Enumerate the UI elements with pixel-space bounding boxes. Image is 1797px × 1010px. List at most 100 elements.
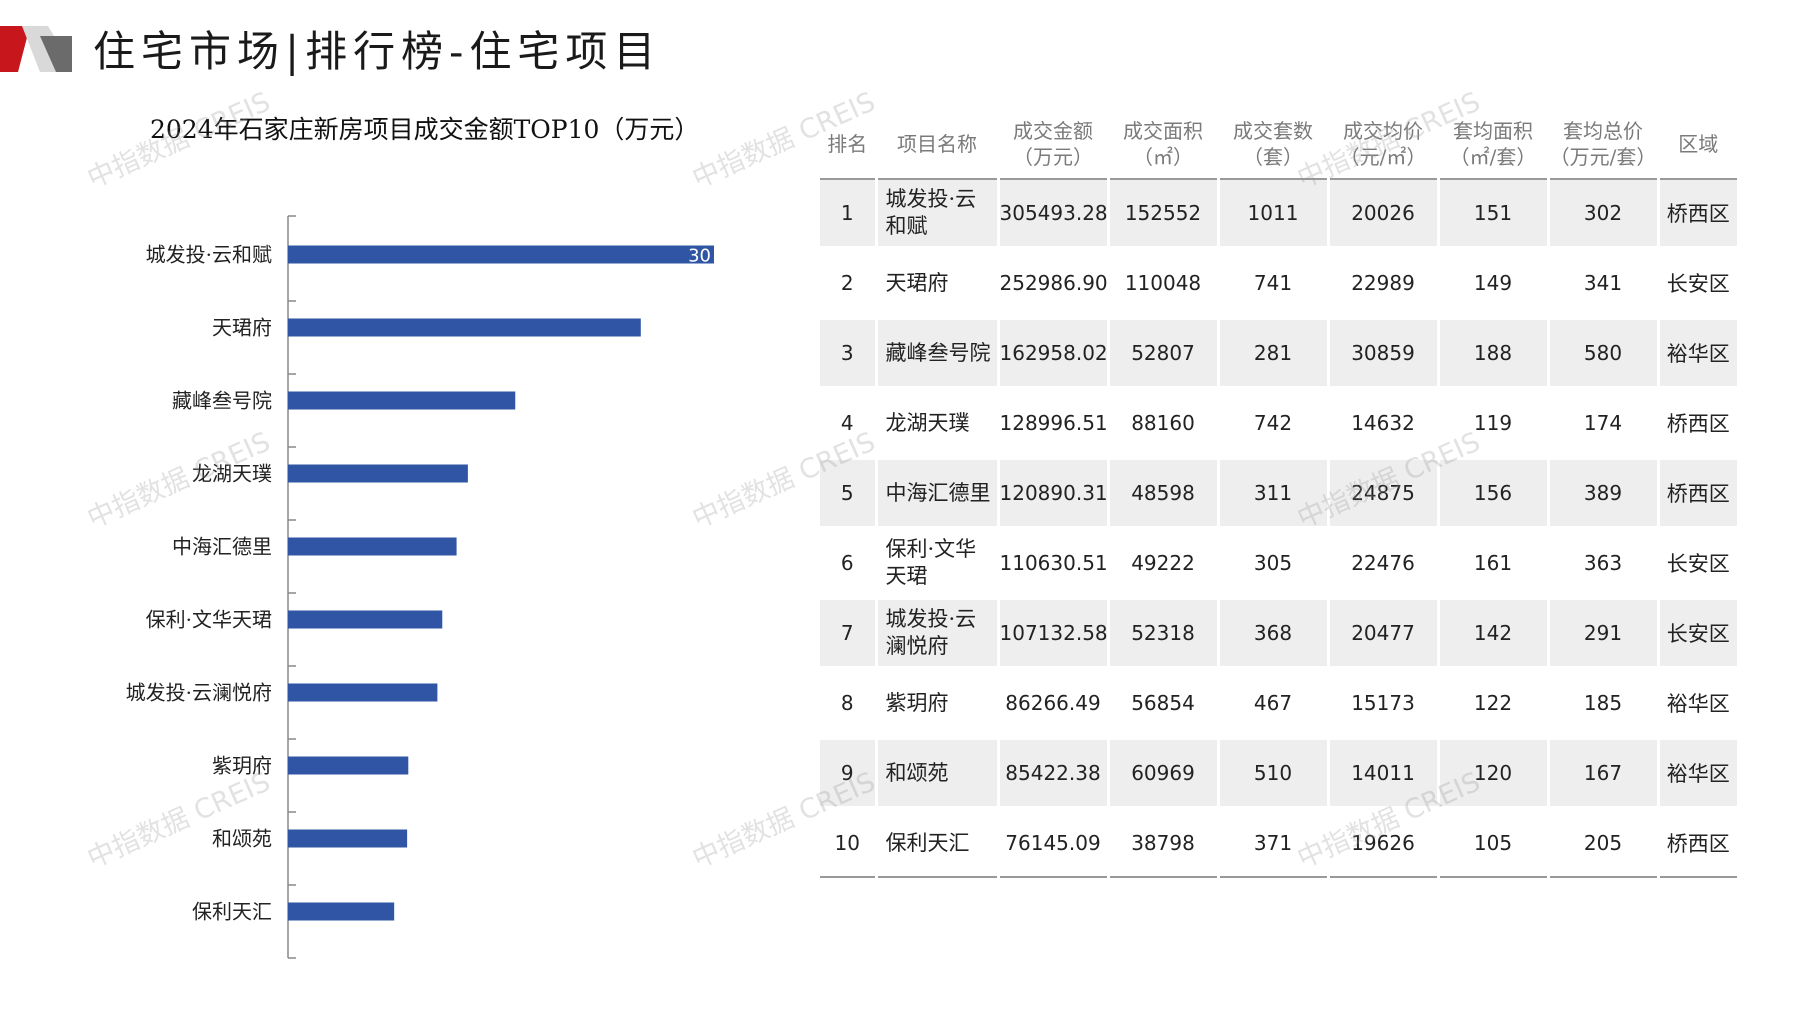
table-cell: 128996.51 [996, 388, 1108, 460]
bar [288, 391, 516, 410]
table-cell: 467 [1216, 668, 1328, 740]
table-cell: 裕华区 [1656, 668, 1737, 740]
table-cell: 152552 [1106, 179, 1218, 250]
bar [288, 464, 468, 483]
table-cell: 4 [820, 388, 876, 460]
bar-chart: 城发投·云和赋 30 天珺府藏峰叁号院龙湖天璞中海汇德里保利·文华天珺城发投·云澜悦… [126, 215, 714, 959]
table-cell: 52807 [1106, 318, 1218, 390]
brand-logo-icon [0, 26, 72, 72]
category-label: 天珺府 [212, 316, 272, 340]
chart-title: 2024年石家庄新房项目成交金额TOP10（万元） [150, 115, 700, 144]
table-cell: 20026 [1326, 179, 1438, 250]
table-cell: 桥西区 [1656, 458, 1737, 530]
table-cell: 城发投·云和赋 [874, 179, 998, 250]
table-cell: 88160 [1106, 388, 1218, 460]
table-cell: 长安区 [1656, 598, 1737, 670]
table-cell: 389 [1546, 458, 1658, 530]
table-cell: 1011 [1216, 179, 1328, 250]
table-cell: 341 [1546, 248, 1658, 320]
bar [288, 683, 438, 702]
table-cell: 162958.02 [996, 318, 1108, 390]
table-cell: 302 [1546, 179, 1658, 250]
table-cell: 85422.38 [996, 738, 1108, 810]
table-cell: 52318 [1106, 598, 1218, 670]
table-cell: 裕华区 [1656, 738, 1737, 810]
table-header-row: 排名 项目名称 成交金额 （万元） 成交面积 （㎡） 成交套数 （套） 成交均价 （元/㎡… [820, 110, 1737, 180]
table-cell: 122 [1436, 668, 1548, 740]
table-cell: 30859 [1326, 318, 1438, 390]
column-header: 排名 [820, 110, 876, 180]
table-cell: 311 [1216, 458, 1328, 530]
table-cell: 161 [1436, 528, 1548, 600]
table-cell: 5 [820, 458, 876, 530]
table-cell: 保利天汇 [874, 808, 998, 878]
table-cell: 长安区 [1656, 528, 1737, 600]
table-row: 3 藏峰叁号院 162958.02 52807 281 30859 188 580 裕华区 [820, 318, 1737, 390]
table-cell: 120 [1436, 738, 1548, 810]
table-cell: 741 [1216, 248, 1328, 320]
category-label: 中海汇德里 [172, 535, 272, 559]
table-cell: 188 [1436, 318, 1548, 390]
table-cell: 149 [1436, 248, 1548, 320]
table-cell: 142 [1436, 598, 1548, 670]
bar [288, 902, 395, 921]
table-cell: 174 [1546, 388, 1658, 460]
table-cell: 185 [1546, 668, 1658, 740]
page-title: 住宅市场|排行榜-住宅项目 [93, 27, 662, 76]
table-cell: 14011 [1326, 738, 1438, 810]
table-cell: 156 [1436, 458, 1548, 530]
table-cell: 裕华区 [1656, 318, 1737, 390]
table-cell: 305493.28 [996, 179, 1108, 250]
bar [288, 245, 714, 264]
table-cell: 252986.90 [996, 248, 1108, 320]
data-label: 30 [688, 246, 711, 267]
table-cell: 580 [1546, 318, 1658, 390]
table-cell: 10 [820, 808, 876, 878]
table-cell: 120890.31 [996, 458, 1108, 530]
table-cell: 48598 [1106, 458, 1218, 530]
table-cell: 桥西区 [1656, 808, 1737, 878]
table-cell: 510 [1216, 738, 1328, 810]
table-cell: 56854 [1106, 668, 1218, 740]
table-cell: 城发投·云澜悦府 [874, 598, 998, 670]
table-row: 7 城发投·云澜悦府 107132.58 52318 368 20477 142 291 长安区 [820, 598, 1737, 670]
table-cell: 1 [820, 179, 876, 250]
table-cell: 281 [1216, 318, 1328, 390]
category-label: 和颂苑 [212, 827, 272, 851]
category-label: 紫玥府 [212, 754, 272, 778]
bar [288, 829, 408, 848]
table-cell: 8 [820, 668, 876, 740]
table-body: 1 城发投·云和赋 305493.28 152552 1011 20026 151 302 桥西… [820, 179, 1737, 878]
table-row: 9 和颂苑 85422.38 60969 510 14011 120 167 裕华区 [820, 738, 1737, 810]
bar [288, 756, 409, 775]
table-cell: 110048 [1106, 248, 1218, 320]
table-row: 1 城发投·云和赋 305493.28 152552 1011 20026 151 302 桥西… [820, 179, 1737, 250]
table-cell: 305 [1216, 528, 1328, 600]
table-cell: 86266.49 [996, 668, 1108, 740]
table-row: 10 保利天汇 76145.09 38798 371 19626 105 205 桥西区 [820, 808, 1737, 878]
table-cell: 107132.58 [996, 598, 1108, 670]
table-cell: 291 [1546, 598, 1658, 670]
table-cell: 105 [1436, 808, 1548, 878]
table-cell: 6 [820, 528, 876, 600]
column-header: 成交面积 （㎡） [1106, 110, 1218, 180]
table-cell: 15173 [1326, 668, 1438, 740]
table-cell: 中海汇德里 [874, 458, 998, 530]
table-cell: 和颂苑 [874, 738, 998, 810]
table-cell: 167 [1546, 738, 1658, 810]
column-header: 区域 [1656, 110, 1737, 180]
column-header: 套均总价 （万元/套） [1546, 110, 1658, 180]
table-cell: 2 [820, 248, 876, 320]
table-cell: 22476 [1326, 528, 1438, 600]
table-cell: 205 [1546, 808, 1658, 878]
table-cell: 151 [1436, 179, 1548, 250]
column-header: 套均面积 （㎡/套） [1436, 110, 1548, 180]
table-row: 6 保利·文华天珺 110630.51 49222 305 22476 161 363 长安区 [820, 528, 1737, 600]
category-label: 保利·文华天珺 [146, 608, 272, 632]
table-cell: 天珺府 [874, 248, 998, 320]
category-label: 保利天汇 [192, 900, 272, 924]
table-row: 5 中海汇德里 120890.31 48598 311 24875 156 389 桥西区 [820, 458, 1737, 530]
column-header: 项目名称 [874, 110, 998, 180]
table-cell: 20477 [1326, 598, 1438, 670]
table-cell: 76145.09 [996, 808, 1108, 878]
